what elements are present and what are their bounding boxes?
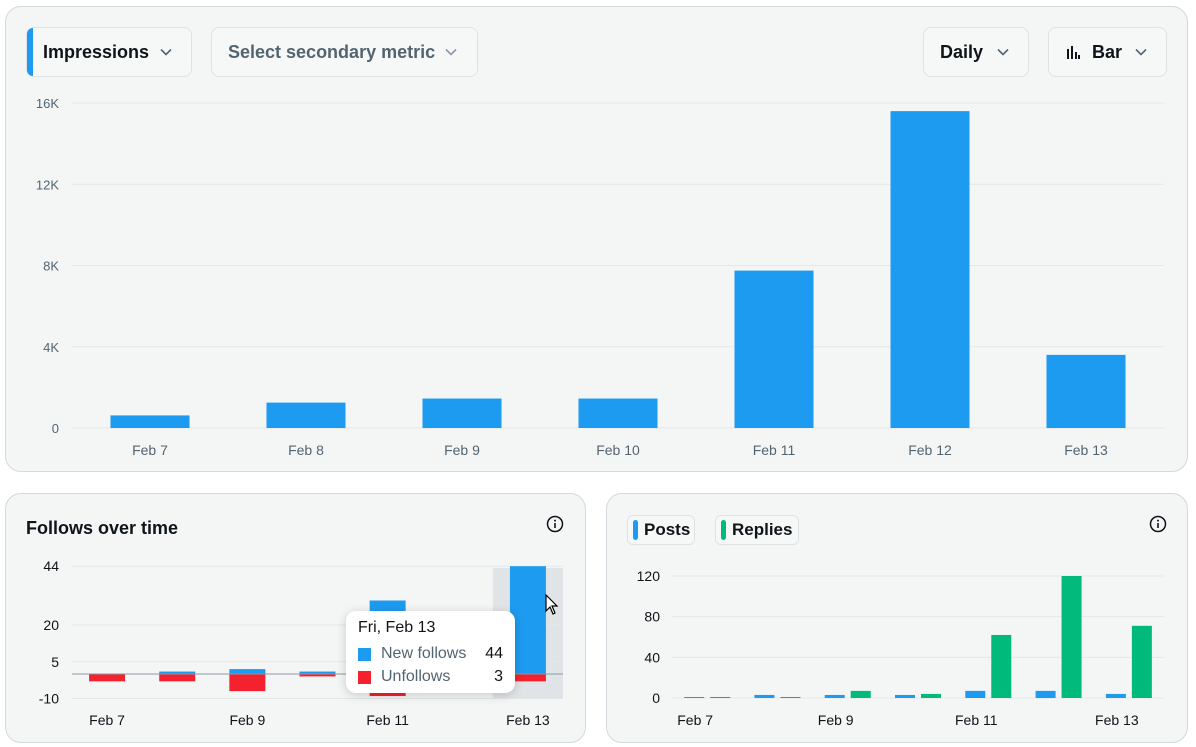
y-tick-label: 40 xyxy=(644,649,660,665)
interval-label: Daily xyxy=(940,41,984,62)
replies-bar xyxy=(1061,576,1082,698)
impressions-chart-card: Impressions Select secondary metric Dail… xyxy=(5,6,1188,472)
legend-posts-label: Posts xyxy=(644,520,691,539)
x-tick-label: Feb 13 xyxy=(1095,712,1139,728)
unfollows-bar xyxy=(509,674,546,682)
impressions-bar xyxy=(266,402,346,428)
tooltip-date: Fri, Feb 13 xyxy=(358,619,436,636)
new-follows-bar xyxy=(509,566,546,674)
x-tick-label: Feb 9 xyxy=(444,442,480,458)
x-tick-label: Feb 10 xyxy=(596,442,640,458)
y-tick-label: 16K xyxy=(36,96,59,111)
unfollows-swatch xyxy=(358,670,371,684)
replies-bar xyxy=(1131,625,1152,698)
posts-bar xyxy=(1035,690,1056,698)
x-tick-label: Feb 11 xyxy=(955,712,998,728)
unfollows-bar xyxy=(159,674,196,682)
interval-dropdown[interactable]: Daily xyxy=(923,27,1029,77)
new-follows-bar xyxy=(229,669,266,674)
impressions-bar xyxy=(1046,354,1126,428)
posts-bar xyxy=(754,694,775,698)
legend-replies-label: Replies xyxy=(732,520,793,539)
new-follows-bar xyxy=(159,671,196,674)
x-tick-label: Feb 13 xyxy=(1064,442,1108,458)
follows-title: Follows over time xyxy=(26,518,179,538)
primary-metric-label: Impressions xyxy=(43,41,150,62)
impressions-bar xyxy=(890,111,970,428)
posts-bar xyxy=(1105,693,1126,698)
new-follows-swatch xyxy=(358,647,371,661)
chevron-down-icon xyxy=(997,48,1009,56)
primary-metric-dropdown[interactable]: Impressions xyxy=(26,27,192,77)
tooltip-new-follows-row: New follows 44 xyxy=(358,645,503,663)
y-tick-label: 0 xyxy=(652,690,660,706)
tooltip-new-follows-value: 44 xyxy=(485,645,503,662)
tooltip-unfollows-value: 3 xyxy=(494,668,503,685)
posts-swatch xyxy=(633,520,638,540)
y-tick-label: 80 xyxy=(644,609,660,625)
chevron-down-icon xyxy=(160,48,172,56)
secondary-metric-placeholder: Select secondary metric xyxy=(228,41,436,62)
chevron-down-icon xyxy=(445,48,457,56)
x-tick-label: Feb 7 xyxy=(132,442,168,458)
info-icon[interactable] xyxy=(1149,515,1167,533)
y-tick-label: 44 xyxy=(43,558,59,574)
chart-type-label: Bar xyxy=(1092,41,1123,62)
x-tick-label: Feb 9 xyxy=(229,712,265,728)
replies-bar xyxy=(921,693,941,698)
x-tick-label: Feb 13 xyxy=(506,712,550,728)
follows-tooltip: Fri, Feb 13 New follows 44 Unfollows 3 xyxy=(346,611,515,693)
posts-bar xyxy=(895,694,915,698)
x-tick-label: Feb 7 xyxy=(89,712,125,728)
impressions-bar xyxy=(734,270,814,428)
chevron-down-icon xyxy=(1135,48,1147,56)
posts-bar xyxy=(684,696,705,698)
posts-replies-card: Posts Replies xyxy=(606,493,1188,743)
tooltip-unfollows-row: Unfollows 3 xyxy=(358,668,503,686)
x-tick-label: Feb 7 xyxy=(677,712,713,728)
y-tick-label: 8K xyxy=(43,259,59,274)
impressions-bar-chart: 0 4K 8K 12K 16K Feb 7 Feb 8 Feb 9 Feb 10 Feb 11 Fe… xyxy=(36,96,1164,458)
tooltip-new-follows-label: New follows xyxy=(381,645,467,662)
y-tick-label: -10 xyxy=(39,691,59,707)
bar-chart-icon xyxy=(1067,45,1080,59)
unfollows-bar xyxy=(229,674,266,692)
y-tick-label: 4K xyxy=(43,340,59,355)
posts-bar xyxy=(965,690,986,698)
x-tick-label: Feb 11 xyxy=(753,442,796,458)
replies-bar xyxy=(710,696,731,698)
info-icon[interactable] xyxy=(546,515,564,533)
x-tick-label: Feb 11 xyxy=(366,712,409,728)
x-tick-label: Feb 8 xyxy=(288,442,324,458)
legend-posts[interactable]: Posts xyxy=(627,515,695,545)
new-follows-bar xyxy=(299,671,336,674)
impressions-bar xyxy=(578,398,658,428)
y-tick-label: 20 xyxy=(43,617,59,633)
replies-bar xyxy=(850,690,871,698)
y-tick-label: 120 xyxy=(637,568,661,584)
x-tick-label: Feb 12 xyxy=(908,442,952,458)
x-tick-label: Feb 9 xyxy=(818,712,854,728)
y-tick-label: 0 xyxy=(52,421,59,436)
y-tick-label: 12K xyxy=(36,177,59,192)
chart-type-dropdown[interactable]: Bar xyxy=(1048,27,1167,77)
impressions-bar xyxy=(422,398,502,428)
tooltip-unfollows-label: Unfollows xyxy=(381,668,451,685)
replies-swatch xyxy=(721,520,726,540)
impressions-bar xyxy=(110,415,190,428)
unfollows-bar xyxy=(89,674,126,682)
y-tick-label: 5 xyxy=(51,654,59,670)
legend-replies[interactable]: Replies xyxy=(715,515,799,545)
unfollows-bar xyxy=(299,674,336,677)
secondary-metric-dropdown[interactable]: Select secondary metric xyxy=(211,27,478,77)
metric-color-accent xyxy=(27,28,33,76)
mouse-cursor-icon xyxy=(545,594,559,615)
posts-bar xyxy=(824,694,845,698)
replies-bar xyxy=(780,696,801,698)
replies-bar xyxy=(991,634,1012,698)
